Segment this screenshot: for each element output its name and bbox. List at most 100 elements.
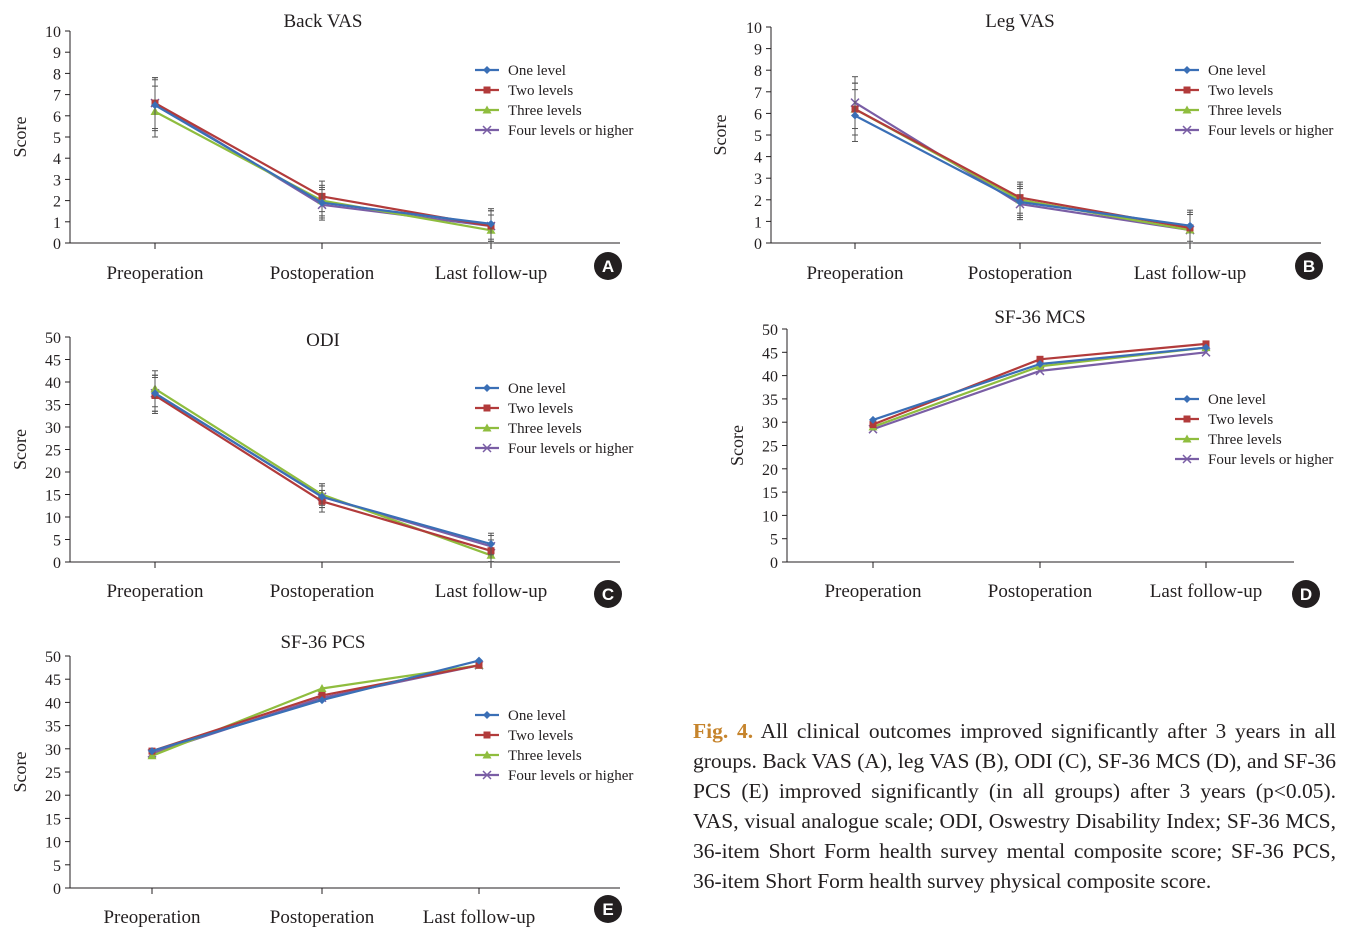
y-tick-label: 3 <box>754 171 762 188</box>
y-tick-label: 2 <box>754 193 762 210</box>
y-tick-label: 0 <box>754 236 762 253</box>
legend-label: Two levels <box>508 728 573 744</box>
legend-label: Three levels <box>508 103 582 119</box>
y-tick-label: 35 <box>45 398 61 415</box>
y-tick-label: 5 <box>770 532 778 549</box>
marker-square <box>484 87 491 94</box>
chart-title: Back VAS <box>283 11 362 32</box>
marker-diamond <box>1183 395 1191 403</box>
legend-label: Four levels or higher <box>508 441 633 457</box>
marker-square <box>484 732 491 739</box>
chart-title: SF-36 MCS <box>994 307 1085 328</box>
y-tick-label: 5 <box>53 858 61 875</box>
y-tick-label: 5 <box>754 128 762 145</box>
panel-badge-label: B <box>1303 257 1315 276</box>
y-tick-label: 10 <box>746 20 762 37</box>
chart-title: ODI <box>306 330 340 351</box>
marker-diamond <box>483 66 491 74</box>
y-tick-label: 2 <box>53 194 61 211</box>
y-tick-label: 45 <box>45 353 61 370</box>
marker-diamond <box>1183 66 1191 74</box>
x-tick-label: Preoperation <box>824 581 922 602</box>
x-tick-label: Last follow-up <box>423 907 535 928</box>
marker-square <box>484 405 491 412</box>
y-tick-label: 40 <box>45 695 61 712</box>
series-line <box>155 103 491 226</box>
y-tick-label: 30 <box>45 420 61 437</box>
x-tick-label: Last follow-up <box>1134 263 1246 284</box>
x-tick-label: Preoperation <box>106 581 204 602</box>
x-tick-label: Last follow-up <box>435 263 547 284</box>
y-tick-label: 15 <box>762 485 778 502</box>
y-tick-label: 6 <box>53 109 61 126</box>
y-axis-label: Score <box>727 425 747 466</box>
y-tick-label: 50 <box>45 649 61 666</box>
caption-label: Fig. 4. <box>693 719 753 743</box>
marker-diamond <box>483 711 491 719</box>
y-tick-label: 8 <box>754 63 762 80</box>
chart-title: SF-36 PCS <box>280 632 365 653</box>
y-tick-label: 0 <box>53 881 61 898</box>
series-line <box>155 393 491 546</box>
legend-label: Four levels or higher <box>1208 452 1333 468</box>
y-tick-label: 30 <box>45 742 61 759</box>
series-line <box>855 103 1190 230</box>
caption-text: All clinical outcomes improved significa… <box>693 719 1336 893</box>
y-tick-label: 5 <box>53 130 61 147</box>
chart-panel-a: 0 1 2 3 4 5 6 7 8 9 10 Preoperation Postoperation Las… <box>10 11 633 284</box>
y-tick-label: 20 <box>45 465 61 482</box>
series-line <box>152 665 479 753</box>
panel-badge-label: D <box>1300 585 1312 604</box>
legend-label: Three levels <box>1208 432 1282 448</box>
legend-label: Three levels <box>508 421 582 437</box>
legend-label: One level <box>508 708 566 724</box>
marker-diamond <box>487 540 495 548</box>
x-tick-label: Postoperation <box>270 581 375 602</box>
y-tick-label: 7 <box>53 88 61 105</box>
y-tick-label: 0 <box>770 555 778 572</box>
y-tick-label: 10 <box>45 24 61 41</box>
y-axis-label: Score <box>10 429 30 470</box>
y-tick-label: 25 <box>762 439 778 456</box>
series-line <box>155 396 491 551</box>
x-tick-label: Last follow-up <box>1150 581 1262 602</box>
legend-label: Two levels <box>508 401 573 417</box>
y-tick-label: 1 <box>754 214 762 231</box>
legend-label: Four levels or higher <box>508 123 633 139</box>
y-axis-label: Score <box>710 114 730 155</box>
y-tick-label: 0 <box>53 236 61 253</box>
x-tick-label: Postoperation <box>270 263 375 284</box>
y-tick-label: 4 <box>754 150 762 167</box>
y-tick-label: 30 <box>762 415 778 432</box>
x-tick-label: Postoperation <box>968 263 1073 284</box>
y-tick-label: 10 <box>762 508 778 525</box>
x-tick-label: Preoperation <box>106 263 204 284</box>
y-tick-label: 8 <box>53 66 61 83</box>
y-tick-label: 7 <box>754 85 762 102</box>
legend-label: Four levels or higher <box>508 768 633 784</box>
legend-label: One level <box>1208 392 1266 408</box>
legend-label: Three levels <box>1208 103 1282 119</box>
y-tick-label: 15 <box>45 811 61 828</box>
y-tick-label: 20 <box>762 462 778 479</box>
marker-square <box>1184 416 1191 423</box>
y-axis-label: Score <box>10 751 30 792</box>
y-tick-label: 10 <box>45 510 61 527</box>
x-tick-label: Preoperation <box>806 263 904 284</box>
panel-badge-label: E <box>602 900 613 919</box>
y-tick-label: 35 <box>762 392 778 409</box>
panel-badge-label: A <box>602 257 614 276</box>
y-tick-label: 50 <box>762 322 778 339</box>
marker-diamond <box>851 112 859 120</box>
y-tick-label: 45 <box>762 345 778 362</box>
chart-title: Leg VAS <box>985 11 1055 32</box>
y-tick-label: 35 <box>45 719 61 736</box>
y-tick-label: 0 <box>53 555 61 572</box>
chart-panel-b: 012345678910Preoperation Postoperation Las… <box>710 11 1333 284</box>
x-tick-label: Last follow-up <box>435 581 547 602</box>
series-line <box>152 665 479 756</box>
series-line <box>855 109 1190 228</box>
y-tick-label: 50 <box>45 330 61 347</box>
y-tick-label: 10 <box>45 835 61 852</box>
series-line <box>155 112 491 231</box>
